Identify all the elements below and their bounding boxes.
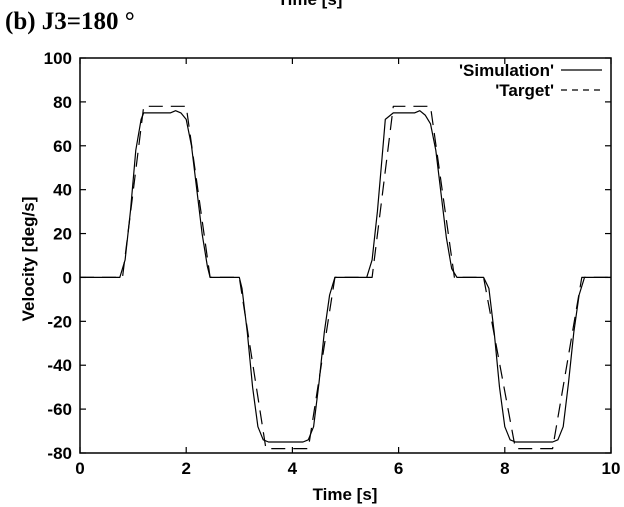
series-layer [80,105,611,450]
axis-ticks: 0 2 4 6 8 10 -80 -60 -40 -20 0 20 40 60 80 100 [44,49,621,478]
cut-off-header: Time [s] [278,0,343,9]
y-tick-label: -20 [47,312,72,331]
y-tick-label: 80 [53,93,72,112]
legend-label-simulation: 'Simulation' [459,61,554,80]
series-line-target [80,105,611,450]
legend: 'Simulation' 'Target' [459,61,602,100]
x-tick-label: 10 [602,459,621,478]
legend-label-target: 'Target' [495,81,554,100]
x-tick-label: 8 [500,459,509,478]
y-tick-label: 0 [63,268,72,287]
x-axis-label: Time [s] [313,485,378,504]
x-tick-label: 0 [75,459,84,478]
x-tick-label: 6 [394,459,403,478]
y-tick-label: -80 [47,444,72,463]
y-tick-label: -40 [47,356,72,375]
y-tick-label: 100 [44,49,72,68]
plot-frame [79,57,612,454]
panel-label: (b) J3=180 ° [5,8,135,35]
series-line-simulation [80,110,611,443]
x-tick-label: 2 [181,459,190,478]
y-tick-label: 60 [53,137,72,156]
x-tick-label: 4 [288,459,298,478]
y-tick-label: 40 [53,181,72,200]
y-tick-label: 20 [53,225,72,244]
y-tick-label: -60 [47,400,72,419]
y-axis-label: Velocity [deg/s] [19,197,38,322]
